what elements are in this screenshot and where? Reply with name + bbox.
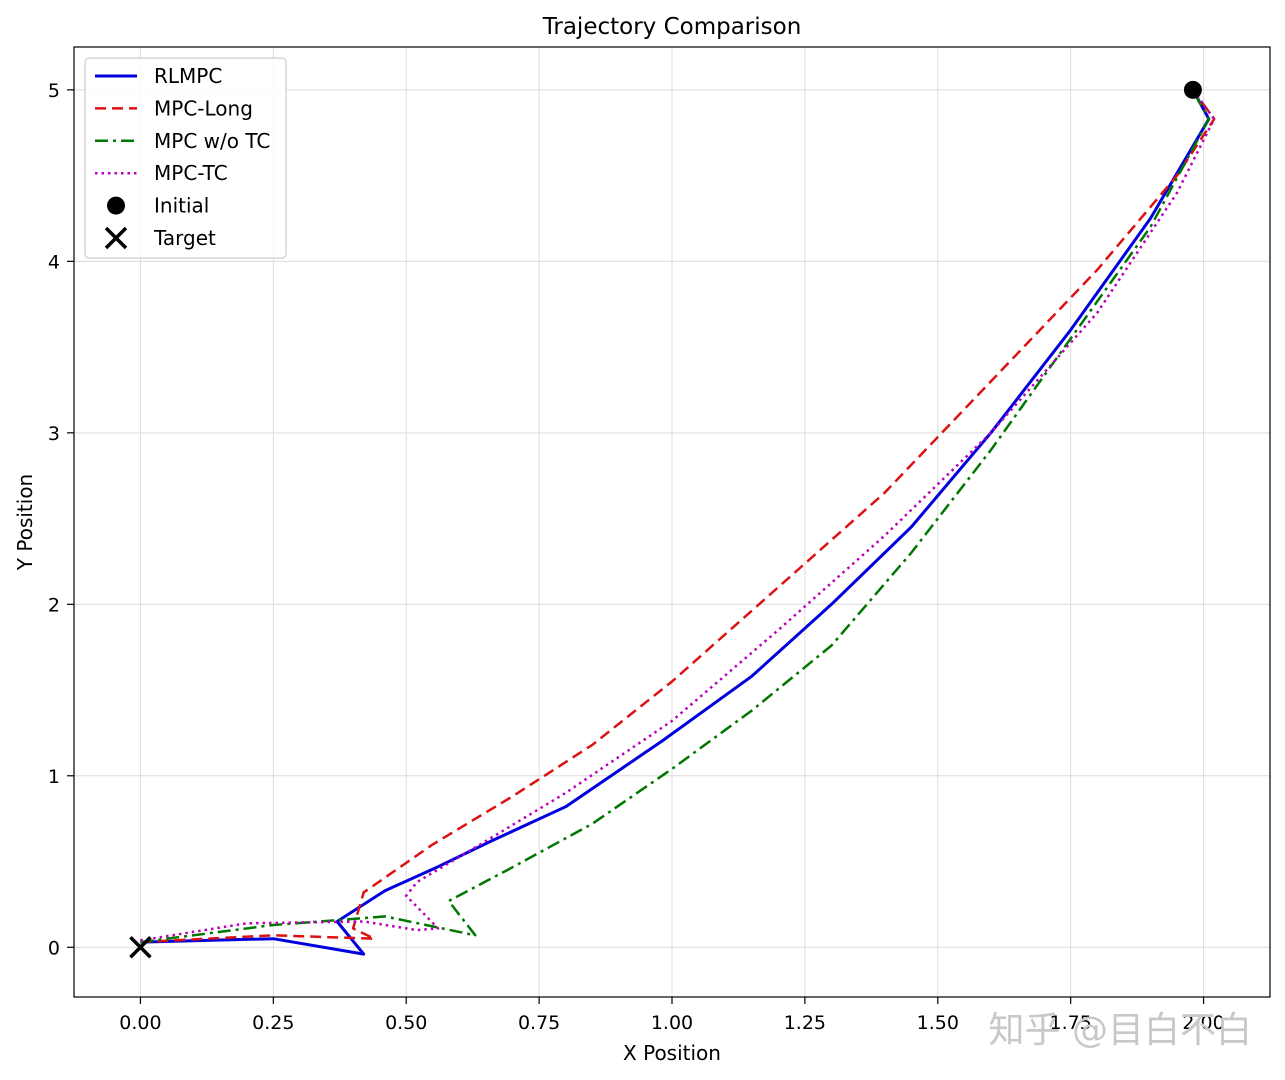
x-tick-label: 2.00 (1182, 1012, 1224, 1034)
series-line-mpc-tc (140, 89, 1216, 942)
x-tick-label: 1.75 (1050, 1012, 1092, 1034)
series-line-rlmpc (140, 89, 1211, 956)
x-tick-label: 0.75 (518, 1012, 560, 1034)
y-tick-label: 3 (48, 423, 60, 445)
y-tick-label: 2 (48, 594, 60, 616)
legend-label-initial: Initial (154, 194, 209, 218)
chart-title: Trajectory Comparison (542, 14, 802, 40)
legend-label-rlmpc: RLMPC (154, 64, 222, 88)
x-tick-label: 1.00 (651, 1012, 693, 1034)
target-point-marker (129, 936, 152, 959)
x-tick-label: 1.50 (917, 1012, 959, 1034)
legend-label-mpc-w-o-tc: MPC w/o TC (154, 129, 270, 153)
grid (74, 47, 1270, 997)
legend-label-mpc-tc: MPC-TC (154, 161, 228, 185)
y-tick-label: 5 (48, 80, 60, 102)
x-tick-label: 0.00 (119, 1012, 161, 1034)
x-tick-label: 0.50 (385, 1012, 427, 1034)
legend-label-mpc-long: MPC-Long (154, 96, 253, 120)
y-tick-label: 1 (48, 766, 60, 788)
x-axis-label: X Position (623, 1041, 721, 1065)
y-tick-label: 0 (48, 937, 60, 959)
series-group (140, 89, 1216, 956)
legend-swatch-initial (107, 196, 125, 215)
legend: RLMPC MPC-Long MPC w/o TC MPC-TC Initial Targ… (84, 57, 287, 259)
marker-group (129, 80, 1202, 959)
x-axis-ticks: 0.00 0.25 0.50 0.75 1.00 1.25 1.50 1.75 2.00 (119, 997, 1225, 1034)
legend-swatch-target (104, 226, 128, 250)
series-line-mpc-long (140, 89, 1216, 944)
legend-label-target: Target (153, 226, 216, 250)
y-axis-label: Y Position (13, 474, 37, 571)
initial-point-marker (1183, 80, 1202, 99)
watermark: 知乎 @目白不白 (989, 1010, 1252, 1051)
x-tick-label: 1.25 (784, 1012, 826, 1034)
y-axis-ticks: 0 1 2 3 4 5 (48, 80, 74, 959)
y-tick-label: 4 (48, 251, 60, 273)
x-tick-label: 0.25 (252, 1012, 294, 1034)
series-line-mpc-w-o-tc (140, 89, 1211, 944)
